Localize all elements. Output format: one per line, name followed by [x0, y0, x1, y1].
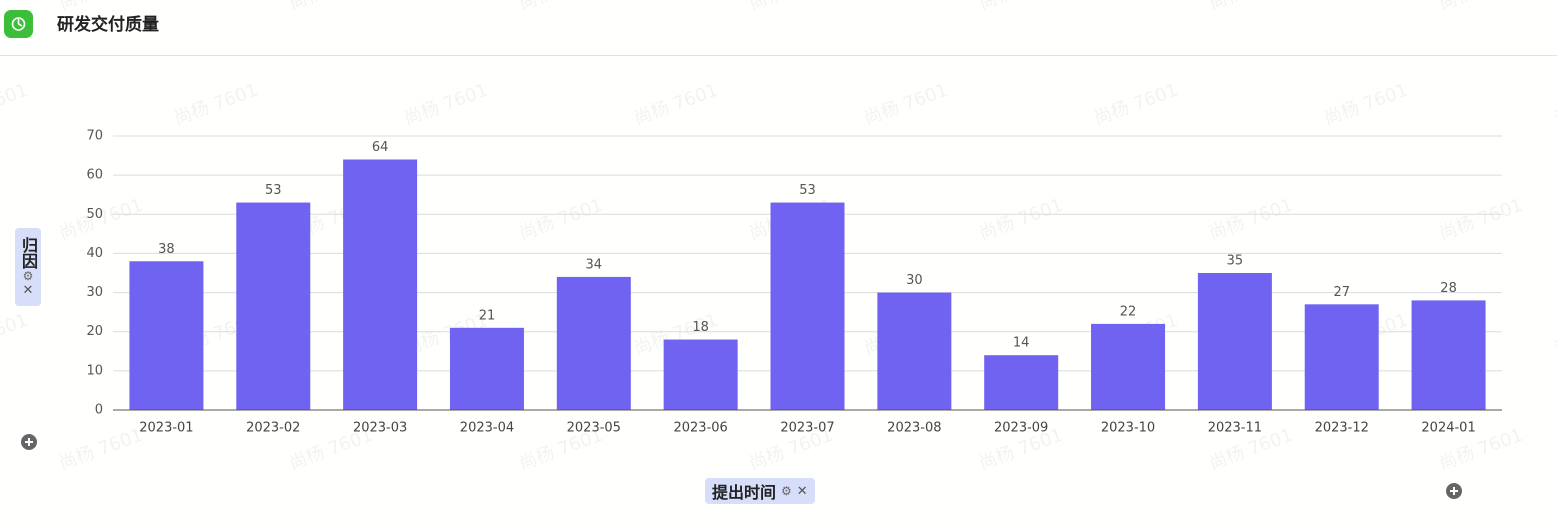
watermark-text: 尚杨 7601: [0, 80, 31, 130]
value-label: 27: [1333, 285, 1350, 300]
watermark-text: 尚杨 7601: [1436, 195, 1525, 245]
watermark-text: 尚杨 7601: [1321, 80, 1410, 130]
watermark-text: 尚杨 7601: [56, 425, 145, 475]
x-tick-label: 2023-06: [673, 421, 727, 436]
x-tick-label: 2023-04: [460, 421, 514, 436]
value-label: 28: [1440, 281, 1457, 296]
watermark-text: 尚杨 7601: [0, 310, 31, 360]
value-label: 18: [692, 320, 709, 335]
add-x-button[interactable]: [1446, 483, 1462, 499]
bar: [663, 339, 738, 410]
settings-icon[interactable]: ⚙: [781, 484, 792, 498]
y-tick-label: 70: [86, 129, 103, 144]
settings-icon[interactable]: ⚙: [22, 268, 34, 283]
x-field-pill[interactable]: 提出时间 ⚙ ✕: [705, 478, 815, 504]
icon-glyph: [17, 19, 23, 27]
bar: [984, 355, 1059, 410]
x-tick-label: 2024-01: [1421, 421, 1475, 436]
x-tick-label: 2023-05: [567, 421, 621, 436]
bar: [449, 327, 524, 410]
x-tick-label: 2023-10: [1101, 421, 1155, 436]
value-label: 53: [799, 183, 816, 198]
bar: [1304, 304, 1379, 410]
watermark-text: 尚杨 7601: [1436, 0, 1525, 14]
watermark-text: 尚杨 7601: [1091, 80, 1180, 130]
value-label: 22: [1120, 304, 1137, 319]
y-tick-label: 20: [86, 324, 103, 339]
remove-icon[interactable]: ✕: [22, 282, 34, 298]
y-tick-label: 0: [95, 403, 103, 418]
watermark-text: 尚杨 7601: [401, 80, 490, 130]
bar: [1197, 273, 1272, 410]
value-label: 64: [372, 140, 389, 155]
value-label: 34: [586, 257, 603, 272]
x-tick-label: 2023-01: [139, 421, 193, 436]
y-tick-label: 60: [86, 168, 103, 183]
watermark-text: 尚杨 7601: [516, 195, 605, 245]
y-tick-label: 10: [86, 363, 103, 378]
watermark-text: 尚杨 7601: [1551, 310, 1557, 360]
bar: [343, 159, 418, 410]
watermark-text: 尚杨 7601: [1206, 195, 1295, 245]
x-tick-label: 2023-11: [1208, 421, 1262, 436]
x-tick-label: 2023-02: [246, 421, 300, 436]
y-axis-label: 归因: [19, 236, 38, 269]
bar: [1091, 323, 1166, 410]
y-tick-label: 30: [86, 285, 103, 300]
y-field-pill[interactable]: 归因 ⚙ ✕: [15, 228, 41, 306]
watermark-text: 尚杨 7601: [976, 195, 1065, 245]
x-axis-label: 提出时间: [712, 483, 777, 502]
bar: [129, 261, 204, 410]
add-y-button[interactable]: [21, 434, 37, 450]
watermark-text: 尚杨 7601: [516, 0, 605, 14]
watermark-text: 尚杨 7601: [171, 80, 260, 130]
watermark-text: 尚杨 7601: [1206, 0, 1295, 14]
x-tick-label: 2023-03: [353, 421, 407, 436]
watermark-text: 尚杨 7601: [1551, 80, 1557, 130]
x-tick-label: 2023-07: [780, 421, 834, 436]
watermark-text: 尚杨 7601: [976, 0, 1065, 14]
remove-icon[interactable]: ✕: [796, 483, 808, 499]
x-tick-label: 2023-08: [887, 421, 941, 436]
bar: [556, 276, 631, 410]
value-label: 38: [158, 242, 175, 257]
bar: [770, 202, 845, 410]
x-tick-label: 2023-12: [1315, 421, 1369, 436]
value-label: 35: [1227, 254, 1244, 269]
y-tick-label: 40: [86, 246, 103, 261]
watermark-text: 尚杨 7601: [286, 0, 375, 14]
x-tick-label: 2023-09: [994, 421, 1048, 436]
watermark-text: 尚杨 7601: [631, 80, 720, 130]
y-tick-label: 50: [86, 207, 103, 222]
value-label: 30: [906, 273, 923, 288]
value-label: 53: [265, 183, 282, 198]
icon-glyph: [11, 17, 26, 31]
watermark-text: 尚杨 7601: [746, 0, 835, 14]
watermark-text: 尚杨 7601: [56, 0, 145, 14]
value-label: 21: [479, 308, 496, 323]
watermark-text: 尚杨 7601: [861, 80, 950, 130]
bar: [877, 292, 952, 410]
bar: [236, 202, 311, 410]
value-label: 14: [1013, 336, 1030, 351]
chart-title: 研发交付质量: [57, 14, 159, 35]
bar: [1411, 300, 1486, 410]
